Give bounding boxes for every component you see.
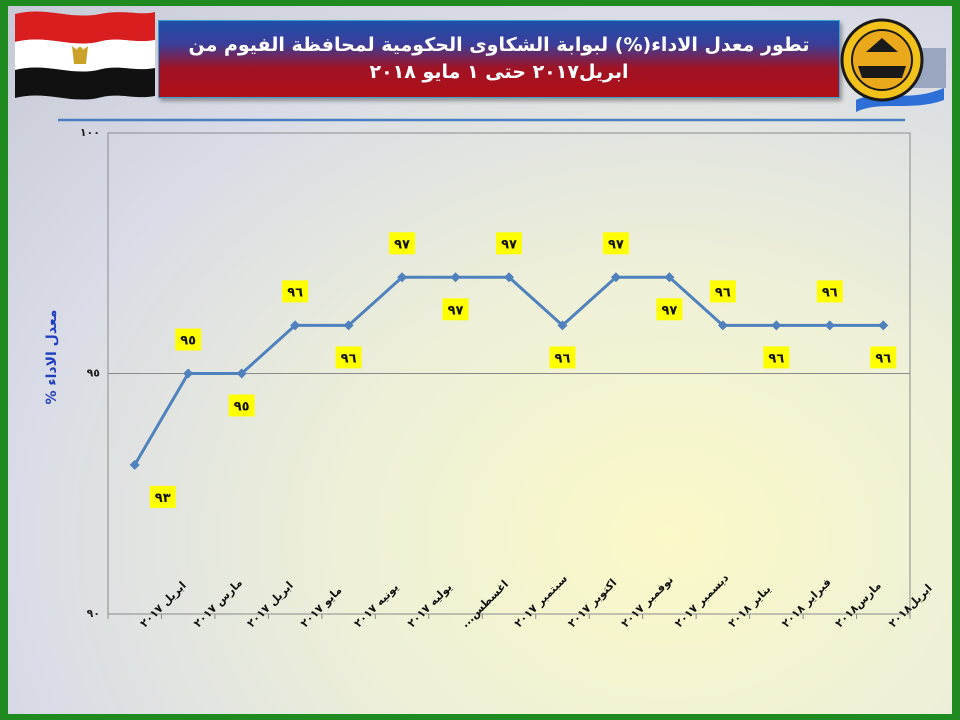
data-label-text: ٩٦ (287, 285, 303, 300)
data-label-text: ٩٧ (448, 303, 464, 318)
data-label: ٩٦ (282, 280, 309, 303)
data-label-text: ٩٥ (234, 400, 250, 415)
data-label-text: ٩٦ (875, 351, 891, 366)
data-label-text: ٩٧ (661, 303, 677, 318)
x-tick-label: يناير ٢٠١٨ (726, 582, 774, 630)
x-tick-label: ابريل ٢٠١٧ (245, 579, 296, 630)
data-label: ٩٧ (496, 232, 522, 255)
data-label-box (442, 298, 469, 321)
data-label-box (602, 232, 629, 255)
data-point (824, 320, 835, 331)
x-tick-label: ابريل ٢٠١٧ (138, 579, 189, 630)
data-label: ٩٥ (175, 328, 202, 351)
data-label-text: ٩٦ (822, 285, 838, 300)
y-tick-label: ٩٥ (87, 367, 101, 380)
data-label: ٩٧ (389, 232, 416, 255)
title-line-1: تطور معدل الاداء(%) لبوابة الشكاوى الحكو… (188, 34, 810, 56)
data-label: ٩٦ (763, 346, 790, 369)
data-label-text: ٩٦ (715, 285, 731, 300)
data-label: ٩٦ (709, 280, 736, 303)
data-label-box (549, 346, 576, 369)
data-label: ٩٧ (602, 232, 629, 255)
data-label: ٩٦ (335, 346, 362, 369)
data-point (397, 272, 408, 283)
data-label: ٩٦ (816, 280, 843, 303)
data-label-box (282, 280, 309, 303)
data-point (878, 320, 889, 331)
data-label: ٩٣ (149, 485, 176, 508)
x-tick-label: يونيه ٢٠١٧ (352, 581, 402, 631)
slide-background (8, 6, 952, 714)
data-point (183, 368, 194, 379)
x-tick-label: مارس٢٠١٨ (833, 579, 884, 630)
x-tick-label: مايو ٢٠١٧ (298, 584, 344, 630)
data-label-box (870, 346, 897, 369)
title-line-2: ابريل٢٠١٧ حتى ١ مايو ٢٠١٨ (369, 61, 629, 83)
y-axis-label: معدل الاداء % (44, 310, 60, 405)
data-label: ٩٦ (549, 346, 576, 369)
data-point (450, 272, 461, 283)
data-point (504, 272, 514, 283)
data-label-box (496, 232, 522, 255)
data-label-box (175, 328, 202, 351)
data-point (129, 459, 140, 470)
data-label-text: ٩٦ (341, 351, 357, 366)
data-point (290, 320, 301, 331)
data-label: ٩٥ (228, 394, 255, 417)
data-label-box (656, 298, 683, 321)
x-tick-label: اغسطس... (458, 578, 511, 631)
data-point (557, 320, 568, 331)
data-label: ٩٧ (656, 298, 683, 321)
data-label-text: ٩٧ (394, 237, 410, 252)
data-point (771, 320, 782, 331)
data-point (664, 272, 675, 283)
x-tick-label: مارس ٢٠١٧ (191, 576, 245, 630)
x-tick-label: فبراير ٢٠١٨ (779, 576, 833, 630)
data-label-box (149, 485, 176, 508)
governorate-emblem-icon (840, 18, 946, 112)
data-label-box (816, 280, 843, 303)
series-line (133, 275, 884, 466)
data-point (717, 320, 728, 331)
data-label-box (389, 232, 416, 255)
data-point (610, 272, 621, 283)
x-tick-label: سبتمبر ٢٠١٧ (512, 572, 570, 630)
x-tick-label: نوفمبر ٢٠١٧ (619, 573, 676, 630)
x-tick-label: ديسمبر ٢٠١٧ (672, 571, 731, 630)
data-label-text: ٩٧ (608, 237, 624, 252)
data-label-box (335, 346, 362, 369)
y-tick-label: ١٠٠ (80, 126, 100, 139)
data-label-box (709, 280, 736, 303)
x-tick-label: اكتوبر ٢٠١٧ (565, 576, 619, 630)
data-label: ٩٦ (870, 346, 897, 369)
data-label-text: ٩٦ (768, 351, 784, 366)
data-point (343, 320, 354, 331)
y-tick-label: ٩٠ (87, 607, 100, 620)
data-label-text: ٩٣ (155, 491, 171, 506)
data-label-text: ٩٥ (180, 334, 196, 349)
data-label-box (228, 394, 255, 417)
x-tick-label: يوليه ٢٠١٧ (405, 581, 455, 631)
data-label: ٩٧ (442, 298, 469, 321)
egypt-flag-icon (15, 11, 155, 100)
chart-title: تطور معدل الاداء(%) لبوابة الشكاوى الحكو… (158, 20, 840, 98)
data-label-box (763, 346, 790, 369)
data-label-text: ٩٧ (501, 237, 517, 252)
data-label-text: ٩٦ (555, 351, 571, 366)
data-point (236, 368, 247, 379)
